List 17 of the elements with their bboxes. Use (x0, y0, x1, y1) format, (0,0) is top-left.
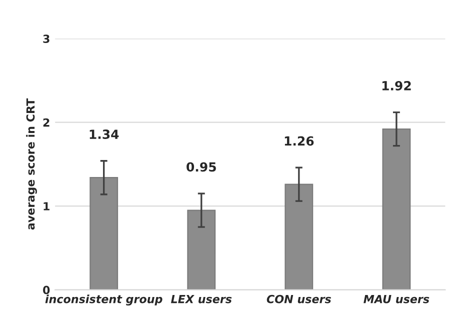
bar (382, 128, 411, 290)
bar (284, 184, 314, 290)
data-label: 1.26 (284, 136, 314, 146)
data-label: 1.34 (90, 130, 119, 140)
y-tick-label: 1 (44, 202, 50, 210)
y-tick-label: 3 (43, 34, 50, 44)
data-label: 0.95 (186, 162, 216, 172)
y-axis-title: average score in CRT (26, 98, 37, 230)
y-tick-label: 2 (43, 118, 50, 127)
x-tick-label: MAU users (364, 295, 430, 304)
bar (187, 210, 216, 290)
x-tick-label: CON users (266, 294, 331, 304)
x-tick-label: inconsistent group (45, 294, 162, 306)
data-label: 1.92 (382, 80, 411, 90)
x-tick-label: LEX users (170, 295, 232, 304)
bar (90, 177, 118, 290)
y-tick-label: 0 (43, 286, 50, 294)
